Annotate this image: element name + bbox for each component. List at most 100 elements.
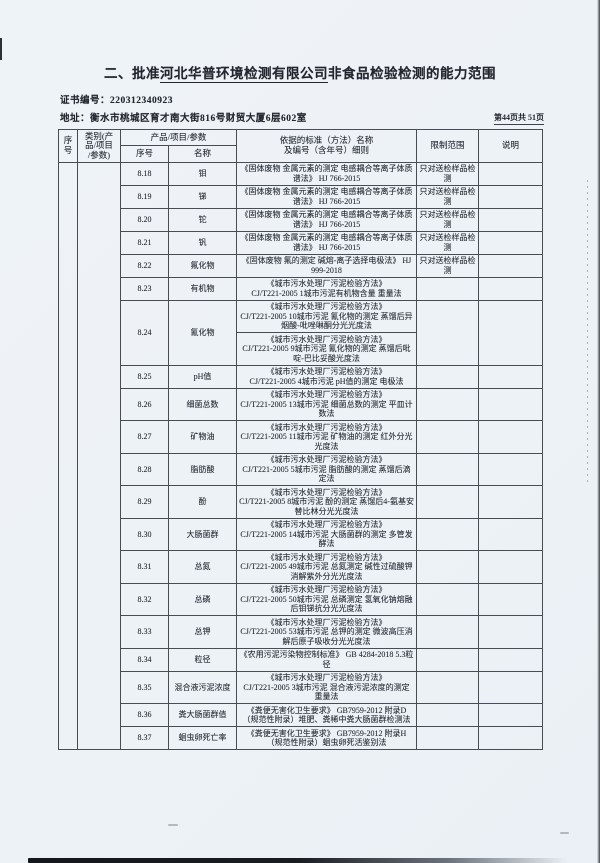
row-limit bbox=[416, 420, 480, 454]
row-seq: 8.21 bbox=[120, 230, 169, 255]
row-note bbox=[478, 550, 544, 584]
row-seq: 8.35 bbox=[120, 670, 169, 704]
row-seq: 8.37 bbox=[120, 726, 169, 750]
row-name: 粒径 bbox=[167, 647, 238, 672]
row-seq: 8.34 bbox=[120, 647, 169, 672]
row-limit bbox=[416, 615, 480, 649]
header-category: 类别(产 品/项目 /参数) bbox=[77, 129, 121, 163]
row-standard: 《城市污水处理厂污泥检验方法》 CJ/T221-2005 4城市污泥 pH值的测… bbox=[236, 364, 418, 389]
row-name: 矿物油 bbox=[167, 420, 238, 454]
table-row: 8.31 总氮 《城市污水处理厂污泥检验方法》 CJ/T221-2005 49城… bbox=[59, 550, 544, 584]
scan-artifact-bottom-bar bbox=[28, 858, 568, 863]
row-name: 钼 bbox=[167, 161, 238, 186]
table-row: 8.32 总磷 《城市污水处理厂污泥检验方法》 CJ/T221-2005 50城… bbox=[59, 582, 544, 616]
table-row: 8.37 蛔虫卵死亡率 《粪便无害化卫生要求》 GB7959-2012 附录H（… bbox=[59, 726, 544, 750]
row-seq: 8.31 bbox=[120, 550, 169, 584]
table-row: 8.22 氟化物 《固体废物 氟的测定 碱熔-离子选择电极法》 HJ 999-2… bbox=[59, 253, 544, 278]
row-limit bbox=[416, 670, 480, 704]
row-standard: 《城市污水处理厂污泥检验方法》 CJ/T221-2005 14城市污泥 大肠菌群… bbox=[236, 517, 418, 551]
row-note bbox=[478, 230, 544, 255]
certificate-number-line: 证书编号：220312340923 bbox=[60, 92, 173, 106]
table-row: 8.26 细菌总数 《城市污水处理厂污泥检验方法》 CJ/T221-2005 1… bbox=[59, 387, 544, 421]
row-name: 总钾 bbox=[167, 615, 238, 649]
table-row: 8.19 锑 《固体废物 金属元素的测定 电感耦合等离子体质谱法》 HJ 766… bbox=[59, 184, 544, 209]
row-name: 锑 bbox=[167, 184, 238, 209]
row-name: 细菌总数 bbox=[167, 387, 238, 421]
row-note bbox=[478, 582, 544, 616]
row-standard: 《城市污水处理厂污泥检验方法》 CJ/T221-2005 49城市污泥 总氮测定… bbox=[236, 550, 418, 584]
row-name: 脂肪酸 bbox=[167, 452, 238, 486]
row-name: 总氮 bbox=[167, 550, 238, 584]
row-seq: 8.33 bbox=[120, 615, 169, 649]
row-standard: 《固体废物 金属元素的测定 电感耦合等离子体质谱法》 HJ 766-2015 bbox=[236, 230, 418, 255]
row-limit bbox=[416, 550, 480, 584]
empty-category-cell bbox=[77, 161, 121, 750]
row-name: 钒 bbox=[167, 230, 238, 255]
scan-artifact-left-notch bbox=[0, 38, 2, 60]
row-seq: 8.36 bbox=[120, 703, 169, 727]
header-limit: 限制范围 bbox=[416, 129, 480, 163]
table-row: 8.27 矿物油 《城市污水处理厂污泥检验方法》 CJ/T221-2005 11… bbox=[59, 420, 544, 454]
scan-artifact-right-edge bbox=[597, 0, 600, 863]
row-name: 氟化物 bbox=[167, 253, 238, 278]
row-seq: 8.23 bbox=[120, 276, 169, 301]
row-seq: 8.19 bbox=[120, 184, 169, 209]
row-standard: 《粪便无害化卫生要求》 GB7959-2012 附录D（规范性附录）堆肥、粪稀中… bbox=[236, 703, 418, 727]
row-seq: 8.29 bbox=[120, 485, 169, 519]
scan-artifact-dotted-line bbox=[587, 180, 588, 483]
table-row: 《城市污水处理厂污泥检验方法》 CJ/T221-2005 9城市污泥 氰化物的测… bbox=[59, 332, 543, 366]
table-row: 8.25 pH值 《城市污水处理厂污泥检验方法》 CJ/T221-2005 4城… bbox=[59, 364, 544, 389]
table-header-row-1: 序号 类别(产 品/项目 /参数) 产品/项目/参数 依据的标准（方法）名称 及… bbox=[58, 128, 544, 163]
page-number-indicator: 第44页共 51页 bbox=[494, 112, 544, 125]
row-seq: 8.27 bbox=[120, 420, 169, 454]
address-label: 地址： bbox=[60, 114, 91, 124]
table-row: 8.20 铊 《固体废物 金属元素的测定 电感耦合等离子体质谱法》 HJ 766… bbox=[59, 207, 544, 232]
row-name: 酚 bbox=[167, 485, 238, 519]
row-limit bbox=[416, 703, 480, 727]
row-limit bbox=[416, 485, 480, 519]
row-note bbox=[478, 726, 544, 750]
page-title: 二、批准河北华普环境检测有限公司非食品检验检测的能力范围 bbox=[0, 62, 600, 83]
certificate-number-label: 证书编号： bbox=[60, 96, 111, 106]
row-note bbox=[478, 703, 544, 727]
row-note bbox=[478, 615, 544, 649]
row-note bbox=[478, 420, 544, 454]
row-limit bbox=[416, 276, 480, 301]
row-limit bbox=[416, 647, 480, 672]
row-limit bbox=[416, 299, 480, 366]
row-standard: 《城市污水处理厂污泥检验方法》 CJ/T221-2005 50城市污泥 总磷测定… bbox=[236, 582, 418, 616]
row-seq: 8.32 bbox=[120, 582, 169, 616]
row-standard: 《粪便无害化卫生要求》 GB7959-2012 附录H（规范性附录）蛔虫卵死活鉴… bbox=[236, 726, 418, 750]
capability-scope-table: 序号 类别(产 品/项目 /参数) 产品/项目/参数 依据的标准（方法）名称 及… bbox=[58, 128, 544, 750]
table-row: 8.30 大肠菌群 《城市污水处理厂污泥检验方法》 CJ/T221-2005 1… bbox=[59, 517, 544, 551]
table-header-row-2: 序号 名称 bbox=[59, 145, 543, 163]
row-standard: 《固体废物 氟的测定 碱熔-离子选择电极法》 HJ 999-2018 bbox=[236, 253, 418, 278]
row-standard: 《城市污水处理厂污泥检验方法》 CJ/T221-2005 13城市污泥 细菌总数… bbox=[236, 387, 418, 421]
row-note bbox=[478, 517, 544, 551]
title-suffix: 非食品检验检测的能力范围 bbox=[328, 66, 496, 81]
row-name: 总磷 bbox=[167, 582, 238, 616]
table-row: 8.18 钼 《固体废物 金属元素的测定 电感耦合等离子体质谱法》 HJ 766… bbox=[58, 161, 544, 750]
row-standard: 《城市污水处理厂污泥检验方法》 CJ/T221-2005 53城市污泥 总钾的测… bbox=[236, 615, 418, 649]
title-company-name: 河北华普环境检测有限公司 bbox=[160, 66, 328, 83]
table-row: 8.36 粪大肠菌群值 《粪便无害化卫生要求》 GB7959-2012 附录D（… bbox=[59, 703, 544, 727]
row-name: 蛔虫卵死亡率 bbox=[167, 726, 238, 750]
row-standard: 《城市污水处理厂污泥检验方法》 CJ/T221-2005 11城市污泥 矿物油的… bbox=[236, 420, 418, 454]
row-limit: 只对送检样品检测 bbox=[416, 207, 480, 232]
row-seq: 8.24 bbox=[120, 299, 169, 366]
table-row: 8.35 混合液污泥浓度 《城市污水处理厂污泥检验方法》 CJ/T221-200… bbox=[59, 670, 544, 704]
row-seq: 8.28 bbox=[120, 452, 169, 486]
row-standard: 《农用污泥污染物控制标准》 GB 4284-2018 5.3粒径 bbox=[236, 647, 418, 672]
row-standard: 《城市污水处理厂污泥检验方法》 CJ/T221-2005 10城市污泥 氰化物的… bbox=[236, 299, 418, 333]
row-limit bbox=[416, 387, 480, 421]
table-row: 8.28 脂肪酸 《城市污水处理厂污泥检验方法》 CJ/T221-2005 5城… bbox=[59, 452, 544, 486]
row-limit: 只对送检样品检测 bbox=[416, 230, 480, 255]
row-note bbox=[478, 253, 544, 278]
row-limit bbox=[416, 364, 480, 389]
row-standard: 《城市污水处理厂污泥检验方法》 CJ/T221-2005 8城市污泥 酚的测定 … bbox=[236, 485, 418, 519]
title-prefix: 二、批准 bbox=[104, 66, 160, 81]
row-name: pH值 bbox=[167, 364, 238, 389]
row-seq: 8.25 bbox=[120, 364, 169, 389]
row-limit bbox=[416, 726, 480, 750]
